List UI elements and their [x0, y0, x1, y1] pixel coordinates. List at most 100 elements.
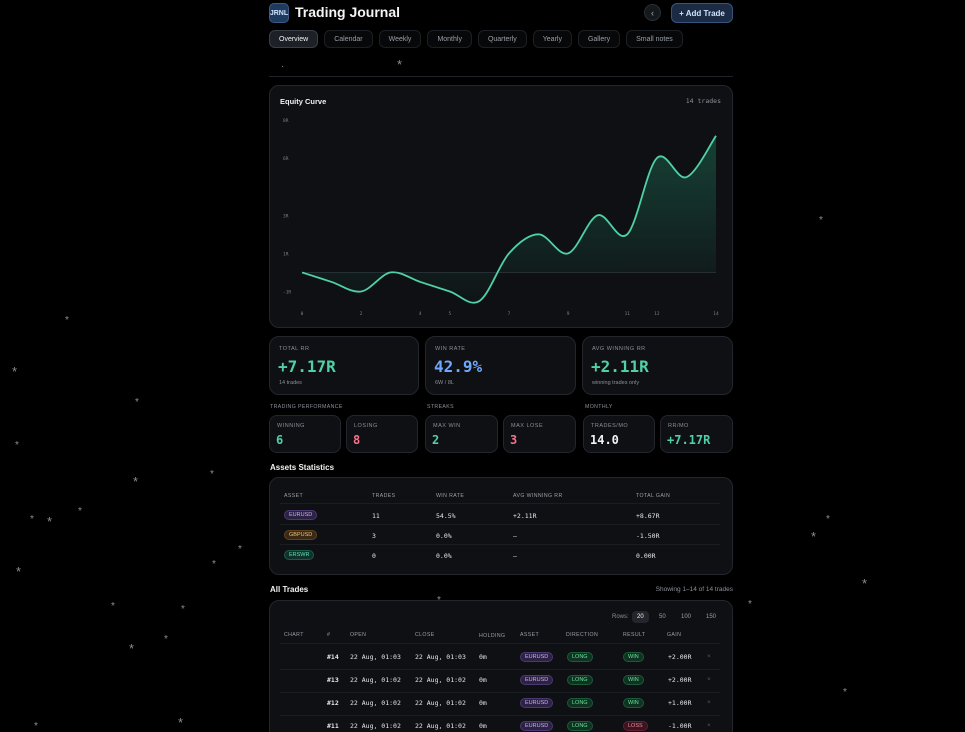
trade-cell-gain: -1.00R — [668, 722, 692, 730]
star-icon: * — [111, 601, 115, 612]
tab-yearly[interactable]: Yearly — [532, 30, 572, 48]
table-row[interactable] — [280, 693, 720, 715]
star-icon: * — [748, 599, 752, 610]
trades-col-direction: DIRECTION — [566, 632, 599, 638]
equity-trade-count: 14 trades — [685, 97, 721, 105]
direction-badge: LONG — [567, 698, 593, 708]
asset-cell-win-rate: 54.5% — [436, 512, 456, 520]
equity-area — [302, 135, 716, 303]
trades-col-open: OPEN — [350, 632, 367, 638]
trades-col-close: CLOSE — [415, 632, 435, 638]
rows-option-100[interactable]: 100 — [681, 614, 692, 620]
tab-quarterly[interactable]: Quarterly — [477, 30, 527, 48]
avg-winning-rr-sub: winning trades only — [592, 380, 640, 386]
win-rate-card: WIN RATE 42.9% 6W / 8L — [425, 336, 576, 395]
asset-badge: EURUSD — [520, 652, 554, 662]
trade-cell-close: 22 Aug, 01:03 — [415, 653, 466, 661]
trade-cell-holding: 0m — [479, 653, 487, 661]
star-icon: · — [281, 61, 285, 72]
assets-col-avg-winning-rr: AVG WINNING RR — [513, 493, 563, 499]
asset-badge: GBPUSD — [284, 530, 318, 540]
total-rr-card: TOTAL RR +7.17R 14 trades — [269, 336, 419, 395]
losing-label: LOSING — [354, 423, 378, 429]
avg-winning-rr-card: AVG WINNING RR +2.11R winning trades onl… — [582, 336, 733, 395]
assets-col-total-gain: TOTAL GAIN — [636, 493, 671, 499]
max-lose-label: MAX LOSE — [511, 423, 544, 429]
total-rr-value: +7.17R — [278, 357, 336, 376]
asset-cell-avg: +2.11R — [513, 512, 537, 520]
monthly-label: MONTHLY — [585, 404, 613, 410]
x-tick-label: 5 — [448, 311, 451, 317]
tab-monthly[interactable]: Monthly — [427, 30, 472, 48]
y-tick-label: -1R — [283, 289, 291, 295]
trade-cell-num: #13 — [327, 676, 339, 684]
equity-curve-chart: 8R 6R 3R 1R -1R 0 2 4 5 7 9 11 12 14 — [283, 118, 719, 317]
table-row[interactable] — [280, 647, 720, 669]
trade-cell-num: #14 — [327, 653, 339, 661]
max-win-label: MAX WIN — [433, 423, 461, 429]
x-tick-label: 9 — [567, 311, 570, 317]
collapse-button[interactable]: ‹ — [644, 4, 661, 21]
losing-value: 8 — [353, 433, 361, 447]
x-tick-label: 0 — [301, 311, 304, 317]
winning-value: 6 — [276, 433, 284, 447]
tab-overview[interactable]: Overview — [269, 30, 319, 48]
star-icon: * — [397, 57, 403, 72]
delete-icon[interactable]: × — [707, 699, 711, 706]
trade-cell-open: 22 Aug, 01:02 — [350, 676, 401, 684]
tab-gallery[interactable]: Gallery — [577, 30, 621, 48]
divider — [280, 643, 720, 644]
table-row[interactable] — [280, 716, 720, 732]
rr-per-month-value: +7.17R — [667, 433, 711, 447]
star-icon: * — [826, 514, 830, 525]
asset-cell-trades: 3 — [372, 532, 376, 540]
tab-small-notes[interactable]: Small notes — [626, 30, 683, 48]
star-icon: * — [135, 397, 139, 408]
trades-per-month-value: 14.0 — [590, 433, 619, 447]
max-lose-card: MAX LOSE 3 — [503, 415, 576, 453]
rows-option-150[interactable]: 150 — [706, 614, 717, 620]
y-tick-label: 3R — [283, 213, 289, 219]
star-icon: * — [15, 440, 19, 451]
assets-col-asset: ASSET — [284, 493, 304, 499]
equity-line — [301, 135, 717, 304]
rows-option-50[interactable]: 50 — [659, 614, 666, 620]
trades-per-month-card: TRADES/MO 14.0 — [583, 415, 655, 453]
tab-bar: Overview Calendar Weekly Monthly Quarter… — [269, 30, 683, 48]
total-rr-sub: 14 trades — [279, 380, 302, 386]
all-trades-title: All Trades — [270, 585, 309, 594]
asset-cell-total: 0.00R — [636, 552, 656, 560]
star-icon: * — [129, 641, 135, 656]
star-icon: * — [34, 721, 38, 732]
star-icon: * — [862, 576, 868, 591]
y-tick-label: 1R — [283, 251, 289, 257]
trade-cell-num: #12 — [327, 699, 339, 707]
delete-icon[interactable]: × — [707, 676, 711, 683]
star-icon: * — [238, 544, 242, 555]
trade-cell-holding: 0m — [479, 676, 487, 684]
trades-per-month-label: TRADES/MO — [591, 423, 629, 429]
rows-option-20[interactable]: 20 — [632, 611, 649, 623]
x-tick-label: 14 — [713, 311, 719, 317]
divider — [269, 76, 733, 77]
delete-icon[interactable]: × — [707, 653, 711, 660]
trade-cell-open: 22 Aug, 01:02 — [350, 699, 401, 707]
star-icon: * — [133, 474, 139, 489]
add-trade-button[interactable]: + Add Trade — [671, 3, 733, 23]
star-icon: * — [16, 564, 22, 579]
losing-card: LOSING 8 — [346, 415, 418, 453]
tab-calendar[interactable]: Calendar — [324, 30, 373, 48]
result-badge: WIN — [623, 698, 644, 708]
assets-col-trades: TRADES — [372, 493, 396, 499]
result-badge: LOSS — [623, 721, 648, 731]
delete-icon[interactable]: × — [707, 722, 711, 729]
trades-col-result: RESULT — [623, 632, 646, 638]
divider — [280, 692, 720, 693]
streaks-label: STREAKS — [427, 404, 455, 410]
y-tick-label: 6R — [283, 156, 289, 162]
assets-table-card — [269, 477, 733, 575]
tab-weekly[interactable]: Weekly — [378, 30, 422, 48]
asset-cell-total: +8.67R — [636, 512, 660, 520]
total-rr-label: TOTAL RR — [279, 346, 310, 352]
table-row[interactable] — [280, 670, 720, 692]
